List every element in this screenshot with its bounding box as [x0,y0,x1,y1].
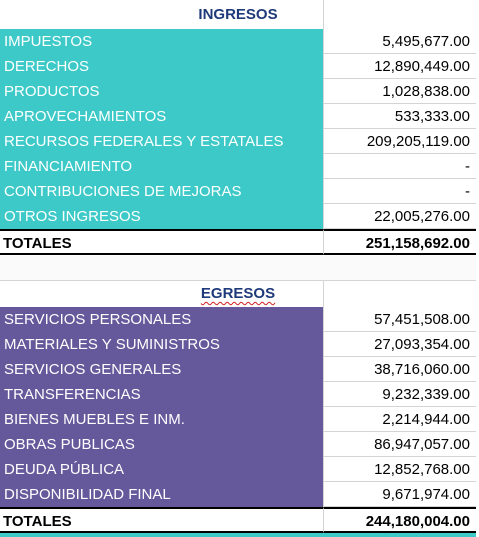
blank-row [0,256,476,281]
row-label: SERVICIOS GENERALES [0,357,323,382]
total-label: TOTALES [0,507,323,533]
row-value: 2,214,944.00 [323,407,476,432]
row-label: BIENES MUEBLES E INM. [0,407,323,432]
row-value: 209,205,119.00 [323,129,476,154]
row-label: CONTRIBUCIONES DE MEJORAS [0,179,323,204]
row-value: 533,333.00 [323,104,476,129]
row-value: 12,852,768.00 [323,457,476,482]
row-value: 1,028,838.00 [323,79,476,104]
row-value: 9,232,339.00 [323,382,476,407]
row-label: PRODUCTOS [0,79,323,104]
grid-line [323,256,324,307]
row-label: DEUDA PÚBLICA [0,457,323,482]
row-label: MATERIALES Y SUMINISTROS [0,332,323,357]
row-label: OTROS INGRESOS [0,204,323,229]
row-label: OBRAS PUBLICAS [0,432,323,457]
row-label: DERECHOS [0,54,323,79]
row-value: 5,495,677.00 [323,29,476,54]
section-title: EGRESOS [0,281,476,307]
section-title: INGRESOS [198,6,278,23]
row-label: IMPUESTOS [0,29,323,54]
total-value: 244,180,004.00 [323,507,476,533]
row-value: 12,890,449.00 [323,54,476,79]
row-label: TRANSFERENCIAS [0,382,323,407]
total-label: TOTALES [0,229,323,255]
grid-line [323,0,324,29]
row-label: SERVICIOS PERSONALES [0,307,323,332]
row-label: DISPONIBILIDAD FINAL [0,482,323,507]
stripe [0,533,476,537]
row-value: - [323,154,476,179]
row-value: 9,671,974.00 [323,482,476,507]
row-value: 86,947,057.00 [323,432,476,457]
total-value: 251,158,692.00 [323,229,476,255]
row-value: 38,716,060.00 [323,357,476,382]
row-value: 57,451,508.00 [323,307,476,332]
row-value: - [323,179,476,204]
row-value: 22,005,276.00 [323,204,476,229]
row-value: 27,093,354.00 [323,332,476,357]
row-label: APROVECHAMIENTOS [0,104,323,129]
row-label: FINANCIAMIENTO [0,154,323,179]
header-text: EGRESOS [200,285,276,302]
row-label: RECURSOS FEDERALES Y ESTATALES [0,129,323,154]
